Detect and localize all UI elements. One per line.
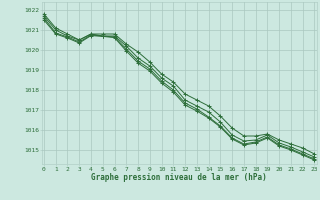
X-axis label: Graphe pression niveau de la mer (hPa): Graphe pression niveau de la mer (hPa) [91, 173, 267, 182]
